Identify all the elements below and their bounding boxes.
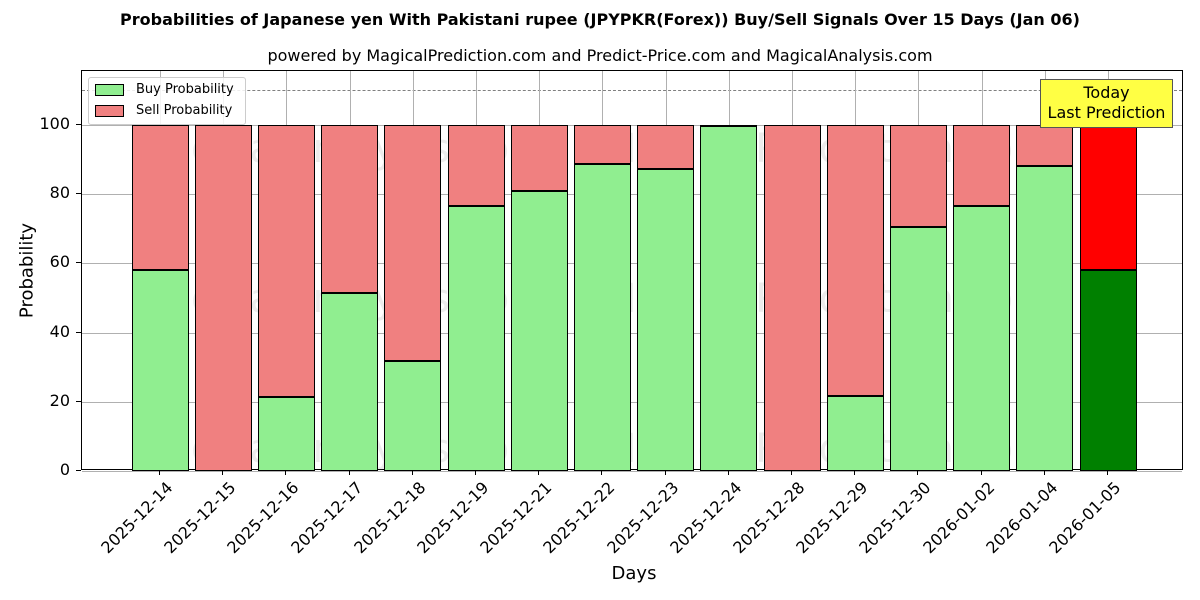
x-tick-mark xyxy=(159,470,160,475)
legend-buy-label: Buy Probability xyxy=(136,82,234,97)
x-tick-mark xyxy=(538,470,540,475)
grid-line-h xyxy=(82,194,1182,196)
reference-line xyxy=(82,90,1182,91)
x-tick-mark xyxy=(222,470,224,475)
y-tick-label: 100 xyxy=(39,114,70,133)
buy-bar xyxy=(637,168,695,471)
today-line2: Last Prediction xyxy=(1047,103,1166,122)
buy-bar xyxy=(510,190,568,471)
sell-bar xyxy=(700,125,758,127)
x-tick-mark xyxy=(980,470,982,475)
sell-bar xyxy=(194,125,252,471)
y-tick-label: 0 xyxy=(59,460,70,479)
y-tick-label: 20 xyxy=(49,390,70,410)
sell-bar xyxy=(763,125,821,471)
x-tick-mark xyxy=(475,470,476,475)
x-axis-label: Days xyxy=(611,563,657,584)
plot-area: MagicalAnalysis.comMagicalPrediction.com… xyxy=(81,70,1183,472)
buy-bar xyxy=(700,125,758,471)
buy-bar xyxy=(889,226,947,471)
x-tick-mark xyxy=(727,470,729,475)
buy-swatch-icon xyxy=(95,83,124,96)
legend: Buy Probability Sell Probability xyxy=(88,77,246,125)
sell-bar xyxy=(1016,125,1074,166)
buy-bar xyxy=(321,293,379,471)
x-tick-mark xyxy=(664,470,666,475)
y-tick-mark xyxy=(76,331,81,333)
x-tick-mark xyxy=(348,470,350,475)
buy-bar xyxy=(1016,165,1074,471)
sell-bar xyxy=(257,125,315,397)
sell-bar xyxy=(510,125,568,191)
buy-bar xyxy=(131,269,189,471)
sell-swatch-icon xyxy=(95,104,124,117)
x-tick-mark xyxy=(791,470,792,475)
sell-bar xyxy=(889,125,947,227)
y-tick-mark xyxy=(76,470,81,471)
legend-item-buy: Buy Probability xyxy=(95,82,234,97)
buy-bar xyxy=(1079,269,1137,471)
grid-line-h xyxy=(82,263,1182,265)
chart-title: Probabilities of Japanese yen With Pakis… xyxy=(120,10,1080,29)
sell-bar xyxy=(573,125,631,164)
legend-sell-label: Sell Probability xyxy=(136,103,233,118)
legend-item-sell: Sell Probability xyxy=(95,103,232,118)
sell-bar xyxy=(131,125,189,270)
y-tick-mark xyxy=(76,193,81,195)
buy-bar xyxy=(826,395,884,471)
buy-bar xyxy=(447,205,505,471)
grid-line-h xyxy=(82,401,1182,403)
buy-bar xyxy=(573,163,631,471)
today-annotation: Today Last Prediction xyxy=(1040,79,1173,128)
x-tick-mark xyxy=(1043,470,1045,475)
x-tick-mark xyxy=(917,470,919,475)
y-tick-label: 80 xyxy=(49,183,70,203)
y-tick-label: 40 xyxy=(49,321,70,341)
sell-bar xyxy=(321,125,379,294)
sell-bar xyxy=(637,125,695,169)
y-tick-mark xyxy=(76,124,81,125)
buy-bar xyxy=(384,360,442,471)
x-tick-mark xyxy=(285,470,287,475)
x-tick-mark xyxy=(1107,470,1108,475)
x-tick-mark xyxy=(601,470,603,475)
x-tick-mark xyxy=(854,470,856,475)
y-tick-mark xyxy=(76,262,81,264)
buy-bar xyxy=(953,206,1011,471)
sell-bar xyxy=(384,125,442,361)
sell-bar xyxy=(826,125,884,396)
today-line1: Today xyxy=(1083,83,1130,102)
buy-bar xyxy=(257,396,315,471)
chart-subtitle: powered by MagicalPrediction.com and Pre… xyxy=(267,46,933,65)
grid-line-h xyxy=(82,471,1182,472)
x-tick-mark xyxy=(411,470,413,475)
y-tick-mark xyxy=(76,400,81,402)
sell-bar xyxy=(447,125,505,206)
sell-bar xyxy=(953,125,1011,207)
grid-line-h xyxy=(82,332,1182,334)
grid-line-h xyxy=(82,125,1182,126)
sell-bar xyxy=(1079,125,1137,270)
y-tick-label: 60 xyxy=(49,252,70,272)
